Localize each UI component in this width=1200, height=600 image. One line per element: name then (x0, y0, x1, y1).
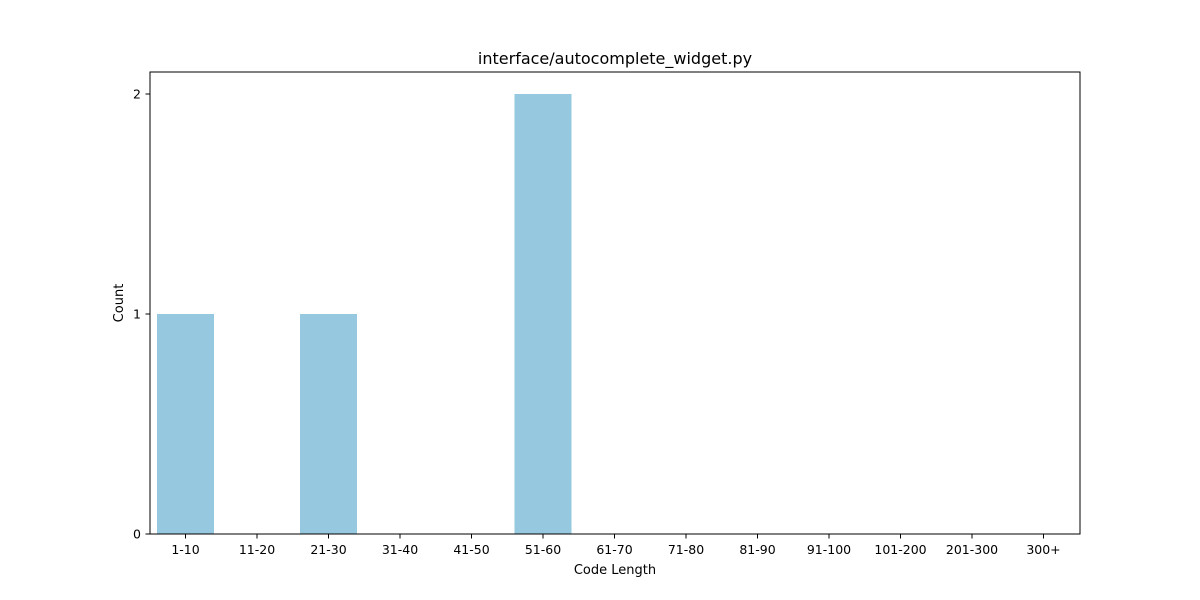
x-tick-label: 71-80 (668, 542, 704, 557)
x-tick-label: 300+ (1026, 542, 1060, 557)
bar-21-30 (300, 314, 357, 534)
x-axis-label: Code Length (574, 563, 656, 578)
x-tick-label: 31-40 (382, 542, 418, 557)
x-tick-label: 91-100 (807, 542, 851, 557)
x-tick-label: 51-60 (525, 542, 561, 557)
y-tick-label: 1 (133, 307, 141, 322)
bar-1-10 (157, 314, 214, 534)
y-axis-label: Count (112, 284, 127, 323)
x-tick-label: 21-30 (310, 542, 346, 557)
x-tick-label: 1-10 (171, 542, 199, 557)
chart-title: interface/autocomplete_widget.py (478, 49, 752, 69)
bars-group (157, 94, 572, 534)
y-axis: 0 1 2 (133, 87, 150, 542)
plot-frame (149, 71, 1081, 535)
y-tick-label: 0 (133, 527, 141, 542)
x-tick-label: 61-70 (596, 542, 632, 557)
x-tick-label: 201-300 (946, 542, 998, 557)
x-axis: 1-10 11-20 21-30 31-40 41-50 51-60 61-70 71-80 8… (171, 534, 1061, 557)
y-tick-label: 2 (133, 87, 141, 102)
x-tick-label: 81-90 (739, 542, 775, 557)
x-tick-label: 41-50 (453, 542, 489, 557)
x-tick-label: 101-200 (874, 542, 926, 557)
bar-51-60 (514, 94, 572, 534)
x-tick-label: 11-20 (239, 542, 275, 557)
